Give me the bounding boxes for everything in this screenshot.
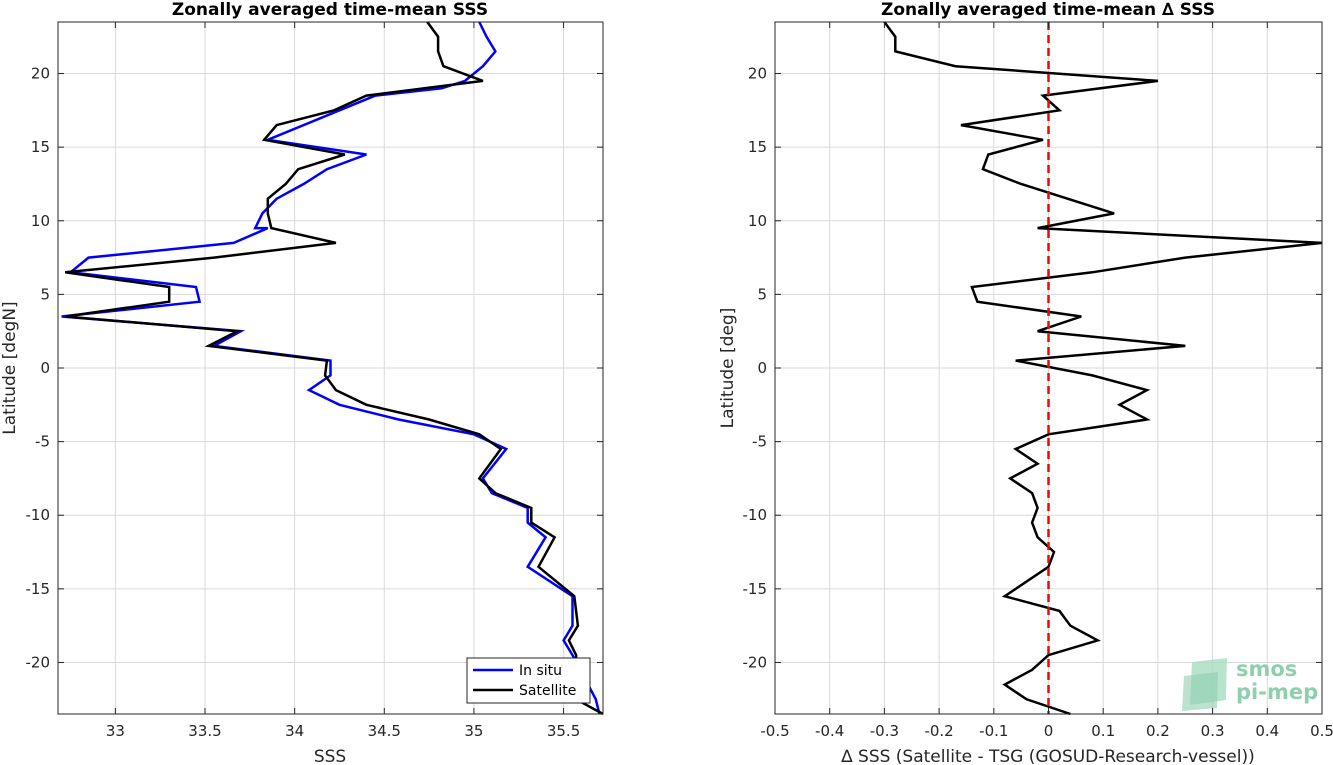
y-tick-label: -20	[743, 653, 768, 671]
x-tick-label: 35	[464, 722, 483, 740]
x-axis-label: SSS	[314, 747, 346, 765]
x-tick-label: 0.4	[1255, 722, 1279, 740]
x-tick-label: 35.5	[547, 722, 580, 740]
x-tick-label: -0.3	[870, 722, 899, 740]
chart-title: Zonally averaged time-mean SSS	[172, 0, 488, 20]
x-tick-label: 34.5	[368, 722, 401, 740]
x-tick-label: -0.4	[815, 722, 844, 740]
x-tick-label: 0.3	[1201, 722, 1225, 740]
y-tick-label: -15	[26, 580, 51, 598]
y-tick-label: -5	[35, 433, 50, 451]
y-tick-label: 20	[748, 65, 767, 83]
x-tick-label: -0.5	[760, 722, 789, 740]
series-layer	[61, 21, 604, 716]
y-tick-label: -20	[26, 653, 51, 671]
legend-label-satellite: Satellite	[519, 683, 576, 699]
sss-panel: 33 33.5 34 34.5 35 35.5 20 15 10 5 0 -5 -10 -15 -20 Zo…	[0, 0, 604, 765]
series-line-in-situ	[61, 21, 601, 715]
y-tick-label: -10	[743, 506, 768, 524]
x-tick-label: 0	[1044, 722, 1054, 740]
series-line-satellite	[65, 21, 604, 716]
logo-text-pi-mep: pi-mep	[1236, 680, 1318, 704]
y-tick-label: -15	[743, 580, 768, 598]
x-tick-label: -0.2	[924, 722, 953, 740]
legend-box	[466, 657, 591, 704]
logo-text-smos: smos	[1236, 657, 1297, 681]
y-tick-label: 15	[31, 138, 50, 156]
y-tick-label: 10	[31, 212, 50, 230]
y-tick-label: 15	[748, 138, 767, 156]
y-tick-label: 5	[40, 285, 50, 303]
x-axis-label: ∆ SSS (Satellite - TSG (GOSUD-Research-v…	[840, 747, 1255, 765]
legend: In situ Satellite	[466, 657, 591, 704]
x-tick-label: 33.5	[188, 722, 221, 740]
y-tick-label: 0	[757, 359, 767, 377]
x-tick-label: 0.2	[1146, 722, 1170, 740]
ticks: 33 33.5 34 34.5 35 35.5 20 15 10 5 0 -5 -10 -15 -20	[26, 22, 603, 740]
x-tick-label: 33	[106, 722, 125, 740]
y-axis-label: Latitude [degN]	[0, 301, 20, 434]
x-tick-label: 0.5	[1310, 722, 1333, 740]
y-tick-label: 0	[40, 359, 50, 377]
y-tick-label: -5	[752, 433, 767, 451]
y-axis-label: Latitude [deg]	[718, 308, 738, 429]
smos-pi-mep-logo: smos pi-mep	[1182, 657, 1318, 711]
ticks: -0.5 -0.4 -0.3 -0.2 -0.1 0 0.1 0.2 0.3 0.4 0.5 20 15…	[743, 22, 1333, 740]
y-tick-label: 20	[31, 65, 50, 83]
delta-sss-panel: smos pi-mep -0.5 -0.4 -0.3 -0.2 -0.1 0 0.1 0.2 0…	[718, 0, 1333, 765]
logo-mark-shadow	[1182, 672, 1218, 711]
chart-title: Zonally averaged time-mean ∆ SSS	[881, 0, 1215, 20]
x-tick-label: 0.1	[1091, 722, 1115, 740]
series-line-delta	[883, 21, 1323, 716]
y-tick-label: 5	[757, 285, 767, 303]
x-tick-label: 34	[285, 722, 304, 740]
y-tick-label: 10	[748, 212, 767, 230]
legend-label-in-situ: In situ	[519, 663, 562, 679]
x-tick-label: -0.1	[979, 722, 1008, 740]
y-tick-label: -10	[26, 506, 51, 524]
series-layer	[883, 21, 1323, 716]
